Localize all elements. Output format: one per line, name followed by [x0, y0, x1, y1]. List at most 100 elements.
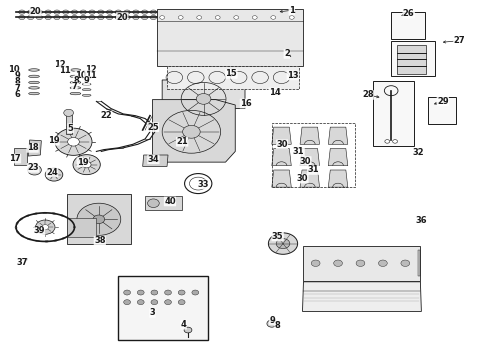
- Bar: [391, 12, 425, 39]
- Ellipse shape: [376, 253, 389, 274]
- Text: 12: 12: [85, 66, 97, 75]
- Ellipse shape: [142, 15, 148, 19]
- Text: 4: 4: [181, 320, 187, 329]
- Circle shape: [137, 290, 144, 295]
- Circle shape: [178, 300, 185, 305]
- Circle shape: [123, 290, 130, 295]
- Text: 18: 18: [27, 143, 38, 152]
- Text: 24: 24: [46, 168, 58, 177]
- Ellipse shape: [45, 15, 51, 19]
- Text: 12: 12: [54, 60, 66, 69]
- Text: 9: 9: [270, 315, 275, 324]
- Text: 34: 34: [147, 155, 159, 164]
- Polygon shape: [300, 127, 319, 144]
- Ellipse shape: [19, 15, 25, 19]
- Circle shape: [252, 16, 257, 19]
- Ellipse shape: [80, 15, 86, 19]
- Ellipse shape: [72, 15, 77, 19]
- Ellipse shape: [82, 83, 91, 85]
- Polygon shape: [300, 149, 319, 166]
- Circle shape: [77, 203, 121, 235]
- Bar: [67, 217, 97, 237]
- Text: 35: 35: [272, 232, 283, 241]
- Ellipse shape: [270, 40, 285, 49]
- Ellipse shape: [115, 15, 122, 19]
- Bar: [418, 250, 420, 276]
- Circle shape: [160, 16, 165, 19]
- Ellipse shape: [82, 71, 91, 73]
- Circle shape: [267, 320, 277, 327]
- Polygon shape: [272, 170, 291, 187]
- Circle shape: [271, 16, 276, 19]
- Ellipse shape: [124, 10, 130, 14]
- Ellipse shape: [63, 15, 69, 19]
- Circle shape: [183, 125, 200, 138]
- Circle shape: [137, 300, 144, 305]
- Circle shape: [401, 260, 410, 266]
- Text: 30: 30: [276, 140, 288, 149]
- Text: 6: 6: [15, 90, 21, 99]
- Polygon shape: [28, 140, 41, 156]
- Text: 16: 16: [240, 99, 252, 108]
- Ellipse shape: [89, 10, 95, 14]
- Circle shape: [35, 220, 55, 234]
- Bar: [66, 114, 72, 134]
- Text: 32: 32: [413, 148, 424, 157]
- Ellipse shape: [184, 42, 192, 46]
- Circle shape: [51, 172, 57, 177]
- Circle shape: [234, 16, 239, 19]
- Text: 25: 25: [147, 123, 159, 132]
- Circle shape: [165, 290, 172, 295]
- Text: 19: 19: [48, 136, 59, 145]
- Text: 1: 1: [289, 6, 294, 15]
- Polygon shape: [328, 149, 348, 166]
- Circle shape: [269, 233, 297, 254]
- Ellipse shape: [70, 92, 81, 95]
- Ellipse shape: [106, 15, 113, 19]
- Ellipse shape: [162, 42, 170, 46]
- Text: 7: 7: [72, 82, 77, 91]
- Ellipse shape: [309, 253, 322, 274]
- Circle shape: [178, 16, 183, 19]
- Bar: [397, 45, 426, 74]
- Circle shape: [276, 239, 290, 249]
- Ellipse shape: [142, 10, 148, 14]
- Bar: [391, 41, 435, 76]
- Text: 20: 20: [117, 13, 128, 22]
- Ellipse shape: [36, 10, 43, 14]
- Ellipse shape: [70, 69, 81, 71]
- Ellipse shape: [124, 15, 130, 19]
- Text: 13: 13: [287, 71, 298, 80]
- Circle shape: [356, 260, 365, 266]
- Ellipse shape: [36, 15, 43, 19]
- Ellipse shape: [29, 75, 39, 78]
- Ellipse shape: [251, 42, 259, 46]
- Bar: [167, 66, 298, 89]
- Text: 37: 37: [16, 258, 27, 267]
- Text: 36: 36: [416, 216, 427, 225]
- Ellipse shape: [229, 42, 237, 46]
- Circle shape: [392, 140, 397, 143]
- Circle shape: [289, 16, 294, 19]
- Bar: [145, 196, 182, 210]
- Ellipse shape: [274, 42, 282, 46]
- Polygon shape: [143, 155, 168, 166]
- Text: 19: 19: [77, 158, 89, 167]
- Bar: [272, 123, 355, 187]
- Polygon shape: [328, 170, 348, 187]
- Ellipse shape: [82, 77, 91, 79]
- Polygon shape: [162, 80, 245, 109]
- Ellipse shape: [150, 10, 157, 14]
- Circle shape: [28, 165, 41, 175]
- Ellipse shape: [54, 15, 60, 19]
- Text: 26: 26: [403, 9, 415, 18]
- Polygon shape: [302, 282, 421, 311]
- Ellipse shape: [354, 253, 367, 274]
- Ellipse shape: [98, 10, 104, 14]
- Text: 23: 23: [27, 163, 39, 172]
- Ellipse shape: [150, 15, 157, 19]
- Text: 39: 39: [34, 226, 45, 235]
- Ellipse shape: [72, 10, 77, 14]
- Ellipse shape: [29, 69, 39, 71]
- Text: 22: 22: [100, 111, 112, 120]
